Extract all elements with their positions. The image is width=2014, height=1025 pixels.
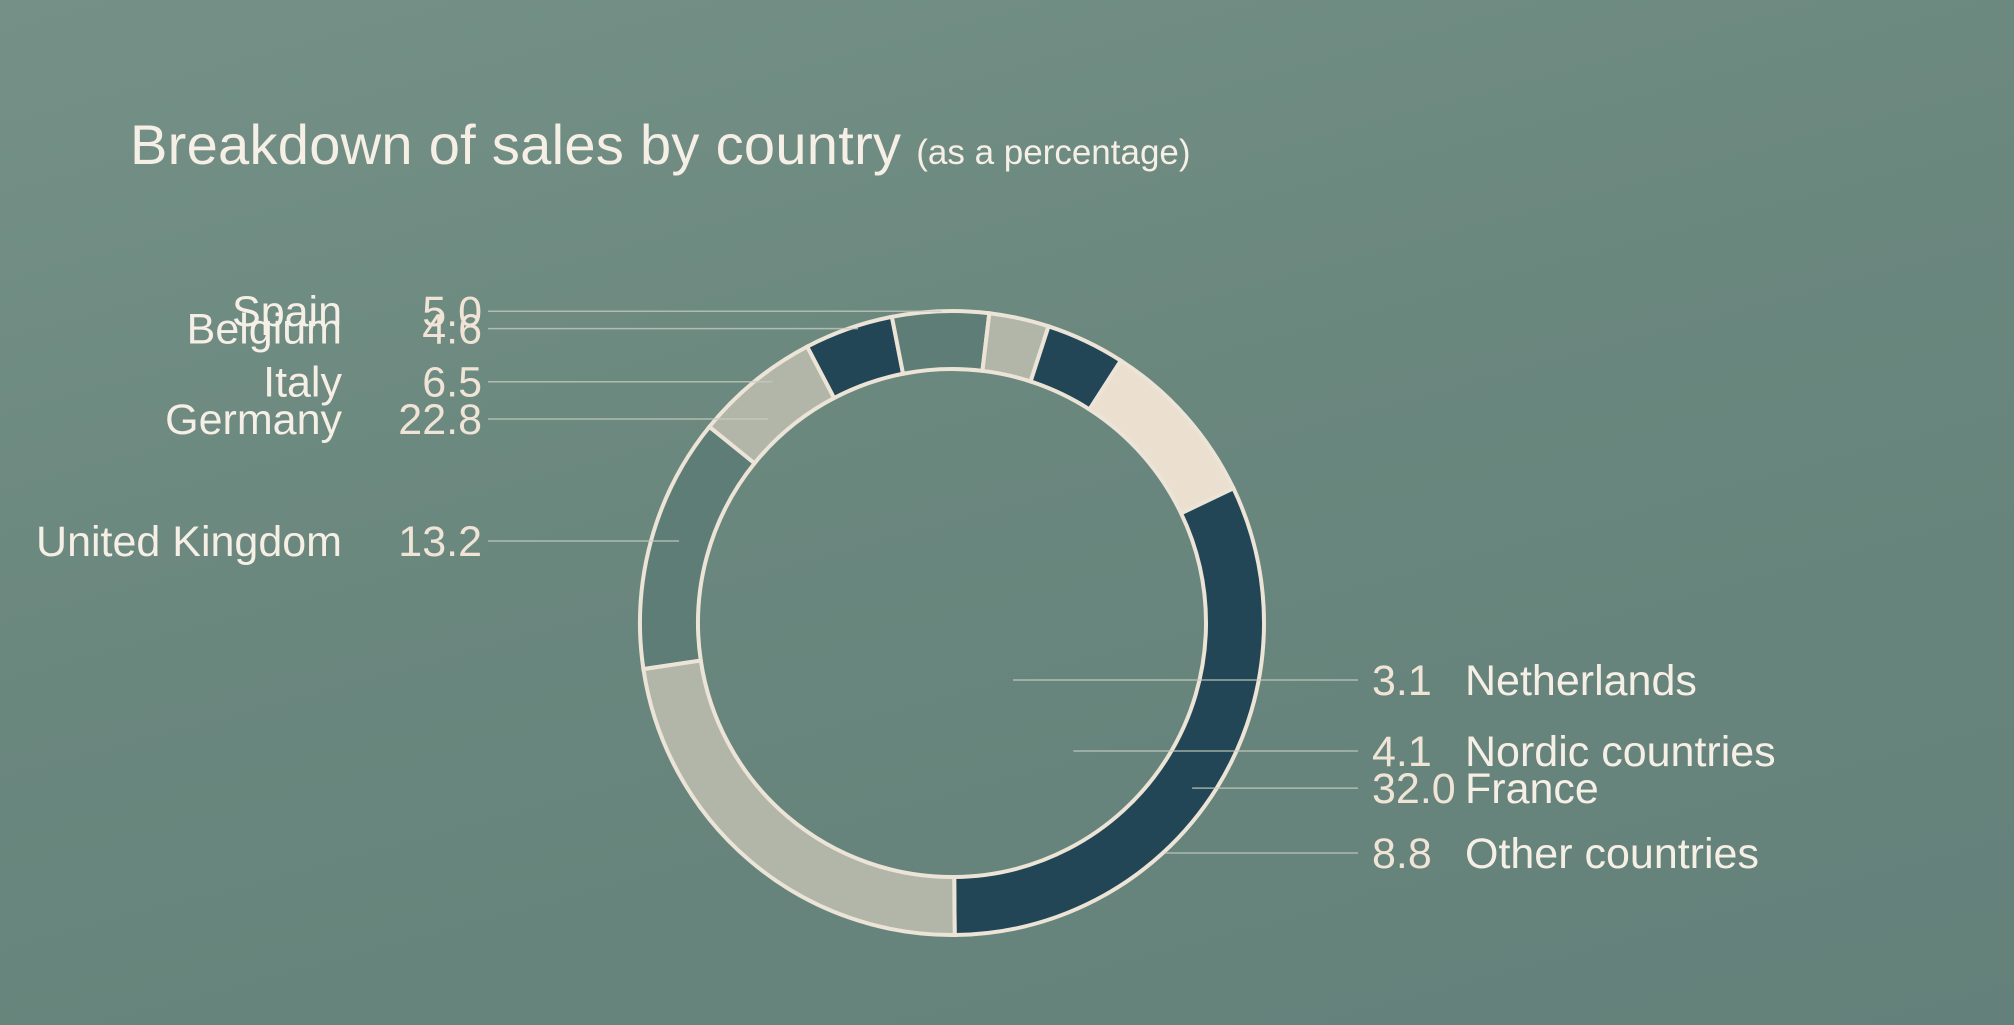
chart-subtitle: (as a percentage) (916, 133, 1191, 172)
value-label-france: 32.0 (1372, 765, 1456, 813)
value-label-belgium: 4.6 (422, 306, 482, 354)
country-label-spain: Spain (232, 288, 342, 336)
value-label-netherlands: 3.1 (1372, 657, 1432, 705)
country-label-germany: Germany (165, 396, 342, 444)
value-label-nordic-countries: 4.1 (1372, 728, 1432, 776)
value-label-italy: 6.5 (422, 359, 482, 407)
country-label-france: France (1465, 765, 1599, 813)
slice-france (952, 485, 1266, 938)
slice-germany (641, 658, 957, 937)
leader-lines (488, 310, 1358, 854)
slice-other-countries (1086, 357, 1237, 516)
value-label-spain: 5.0 (422, 288, 482, 336)
value-label-other-countries: 8.8 (1372, 830, 1432, 878)
donut-slices (638, 309, 1266, 938)
country-label-united-kingdom: United Kingdom (36, 518, 342, 566)
country-label-belgium: Belgium (187, 306, 342, 354)
value-label-united-kingdom: 13.2 (398, 518, 482, 566)
chart-title: Breakdown of sales by country (as a perc… (130, 112, 1191, 177)
value-label-germany: 22.8 (398, 396, 482, 444)
country-label-italy: Italy (263, 359, 342, 407)
chart-title-main: Breakdown of sales by country (130, 113, 902, 176)
country-label-nordic-countries: Nordic countries (1465, 728, 1776, 776)
slice-spain (889, 309, 992, 377)
country-label-other-countries: Other countries (1465, 830, 1759, 878)
country-label-netherlands: Netherlands (1465, 657, 1697, 705)
slice-labels: 13.2 United Kingdom 6.5 Italy 4.6 Belgium 5.0 S… (36, 288, 1776, 878)
slice-united-kingdom (638, 423, 758, 672)
